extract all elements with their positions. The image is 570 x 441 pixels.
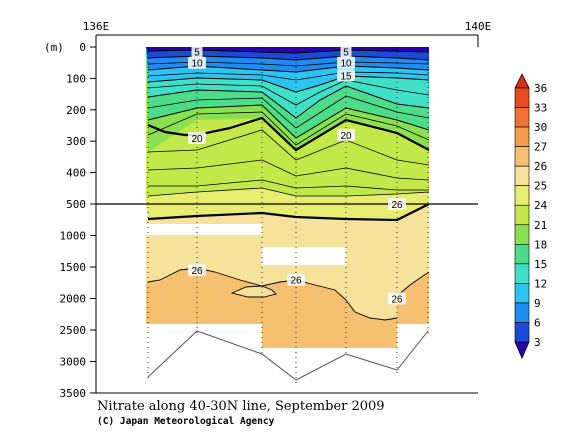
colorbar-bottom-arrow [514, 341, 530, 359]
contour-label: 20 [188, 132, 206, 145]
y-tick-marks [90, 46, 96, 394]
contour-label: 5 [191, 45, 203, 59]
svg-text:10: 10 [340, 59, 352, 70]
colorbar-label: 27 [534, 141, 547, 154]
lower-panel-fill [146, 204, 429, 393]
svg-text:15: 15 [340, 71, 352, 82]
contour-label: 20 [337, 128, 355, 142]
colorbar-label: 30 [534, 121, 547, 134]
svg-text:26: 26 [391, 295, 403, 306]
y-tick-label: 2500 [60, 324, 87, 337]
colorbar-segment [514, 224, 530, 245]
colorbar-label: 25 [534, 180, 547, 193]
colorbar-label: 9 [534, 297, 541, 310]
y-tick-label: 200 [66, 104, 86, 117]
svg-text:5: 5 [194, 48, 200, 59]
y-axis-label: (m) [44, 41, 64, 54]
colorbar-segment [514, 107, 530, 128]
colorbar-top-arrow [514, 73, 530, 89]
svg-text:5: 5 [343, 48, 349, 59]
colorbar-segment [514, 185, 530, 206]
colorbar-segment [514, 87, 530, 108]
colorbar-segment [514, 263, 530, 284]
y-tick-label: 3000 [60, 356, 87, 369]
upper-panel-fill [146, 47, 429, 204]
y-tick-label: 0 [79, 41, 86, 54]
colorbar-segment [514, 244, 530, 265]
contour-label: 26 [388, 292, 406, 306]
contour-label: 26 [388, 198, 406, 211]
svg-text:26: 26 [290, 276, 302, 287]
y-tick-label: 1500 [60, 261, 87, 274]
bottom-topography-line [147, 330, 429, 381]
svg-text:20: 20 [340, 131, 352, 142]
colorbar-label: 3 [534, 336, 541, 349]
y-tick-label: 100 [66, 72, 86, 85]
x-tick-136e: 136E [83, 20, 110, 33]
svg-text:26: 26 [391, 200, 403, 211]
colorbar-segment [514, 165, 530, 186]
station-lines [147, 47, 429, 384]
contour-label: 10 [337, 56, 355, 70]
chart-title: Nitrate along 40-30N line, September 200… [97, 399, 385, 414]
svg-text:26: 26 [191, 266, 203, 277]
colorbar-label: 12 [534, 277, 547, 290]
y-tick-label: 3500 [60, 387, 87, 400]
y-tick-label: 500 [66, 198, 86, 211]
colorbar-label: 36 [534, 82, 547, 95]
svg-text:10: 10 [191, 59, 203, 70]
colorbar-label: 6 [534, 316, 541, 329]
colorbar-segment [514, 302, 530, 323]
colorbar: 36 33 30 27 26 25 24 21 18 15 12 9 6 3 [514, 73, 548, 359]
svg-text:20: 20 [191, 134, 203, 145]
colorbar-segment [514, 283, 530, 304]
contour-label: 26 [188, 264, 206, 277]
y-tick-label: 2000 [60, 293, 87, 306]
colorbar-label: 21 [534, 219, 547, 232]
colorbar-label: 24 [534, 199, 548, 212]
colorbar-label: 18 [534, 238, 547, 251]
y-tick-label: 400 [66, 167, 86, 180]
contour-label: 10 [188, 56, 206, 70]
colorbar-segment [514, 204, 530, 226]
chart-credit: (C) Japan Meteorological Agency [97, 416, 275, 427]
contour-label: 5 [340, 45, 352, 59]
axes [95, 34, 479, 394]
y-tick-labels: 0 100 200 300 400 500 1000 1500 2000 2500 3000 3500 [60, 41, 87, 400]
x-tick-140e: 140E [465, 20, 492, 33]
contour-label: 15 [337, 69, 355, 82]
colorbar-segment [514, 126, 530, 147]
colorbar-label: 26 [534, 160, 547, 173]
colorbar-label: 33 [534, 102, 547, 115]
colorbar-segment [514, 322, 530, 343]
contour-label: 26 [287, 273, 305, 287]
colorbar-segment [514, 146, 530, 167]
colorbar-label: 15 [534, 258, 547, 271]
y-tick-label: 1000 [60, 230, 87, 243]
y-tick-label: 300 [66, 135, 86, 148]
